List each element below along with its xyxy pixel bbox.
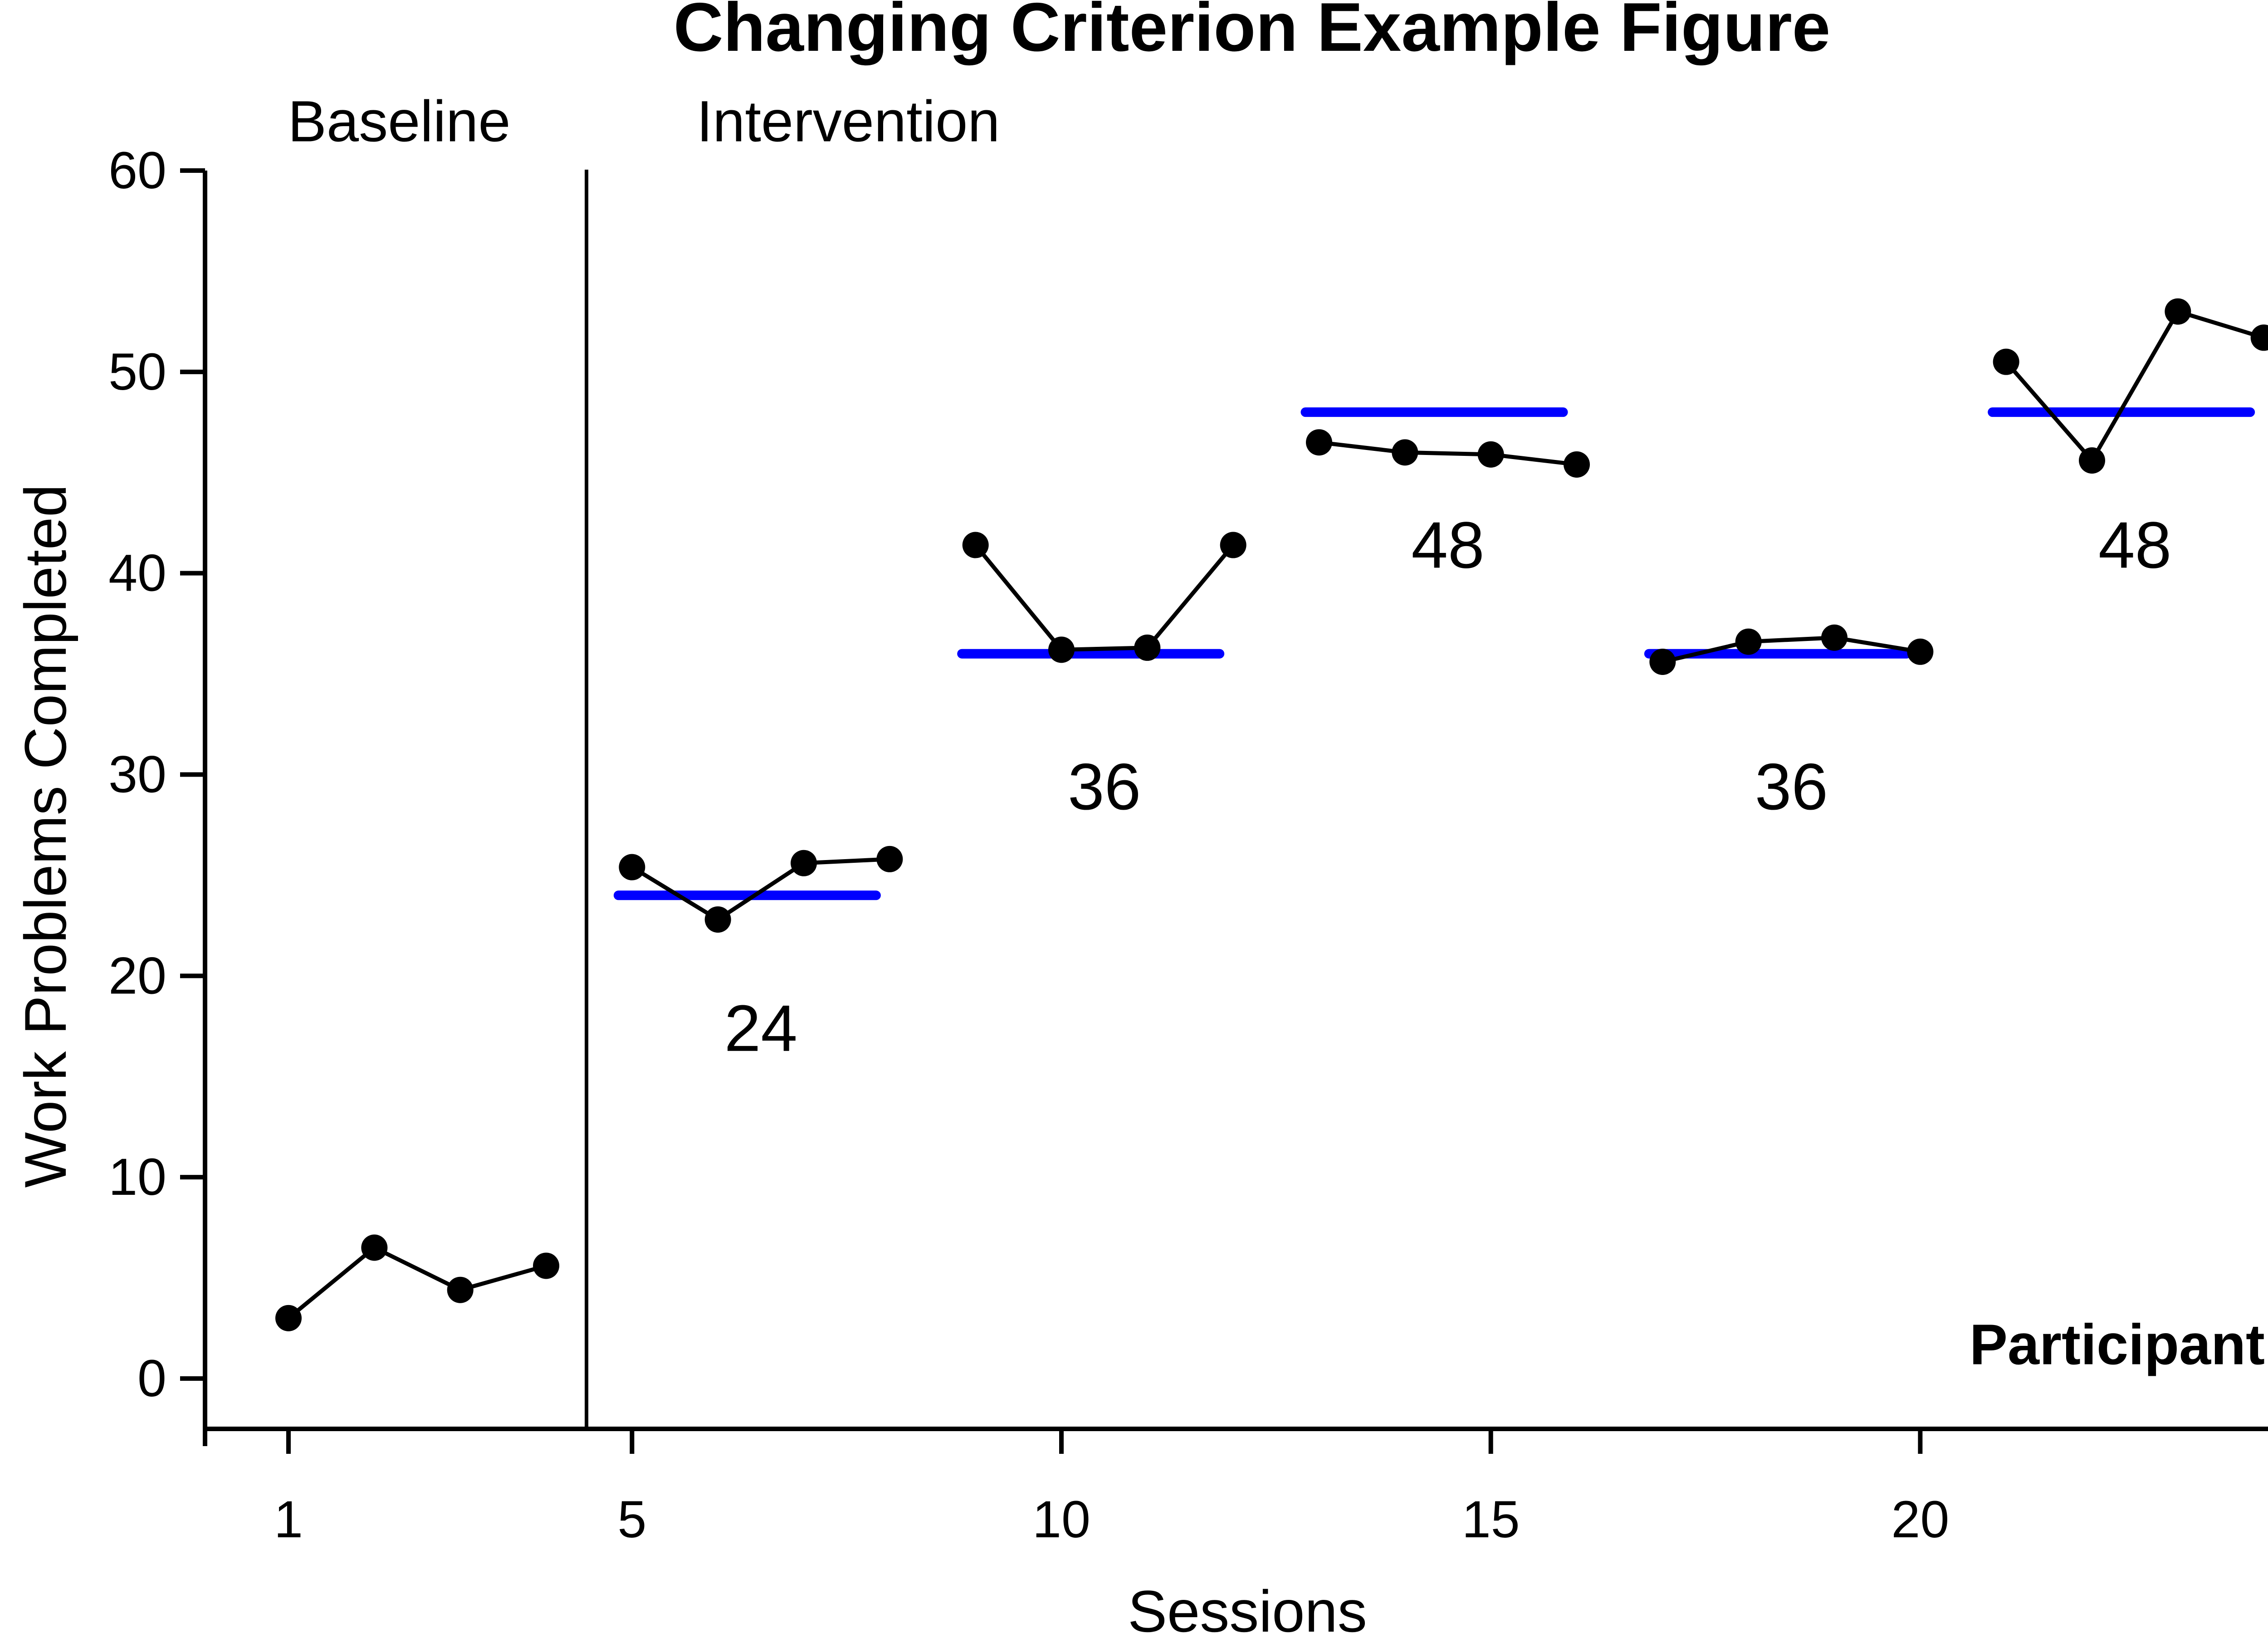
- chart-dynamic-layer: 010203040506015101520252436483648: [108, 142, 2268, 1549]
- data-point: [533, 1252, 559, 1279]
- data-point: [1563, 451, 1590, 478]
- x-tick-label: 5: [617, 1491, 646, 1549]
- y-tick-label: 10: [108, 1148, 166, 1206]
- y-tick-label: 0: [137, 1349, 166, 1408]
- x-tick-label: 15: [1462, 1491, 1520, 1549]
- criterion-label: 24: [724, 992, 797, 1065]
- data-point: [1220, 532, 1246, 558]
- y-tick-label: 50: [108, 343, 166, 401]
- data-segment-line: [287, 1245, 547, 1320]
- data-point: [447, 1276, 474, 1303]
- data-point: [275, 1305, 302, 1331]
- data-point: [962, 532, 989, 558]
- data-segment-line: [631, 857, 890, 922]
- criterion-label: 36: [1068, 750, 1141, 823]
- x-axis-title: Sessions: [1128, 1578, 1367, 1633]
- data-point: [1735, 628, 1762, 655]
- chart-title: Changing Criterion Example Figure: [674, 0, 1831, 66]
- data-segment-line: [2004, 309, 2264, 464]
- criterion-label: 48: [1411, 508, 1484, 582]
- baseline-phase-label: Baseline: [288, 89, 511, 154]
- data-point: [704, 906, 731, 933]
- data-segment-line: [1319, 440, 1577, 467]
- y-tick-label: 40: [108, 544, 166, 602]
- data-point: [1649, 648, 1676, 675]
- data-point: [1821, 624, 1848, 651]
- data-point: [1392, 439, 1418, 466]
- data-point: [1305, 429, 1332, 456]
- x-tick-label: 20: [1891, 1491, 1949, 1549]
- data-point: [876, 846, 903, 872]
- participant-annotation: Participant #1: [1970, 1313, 2268, 1377]
- x-tick-label: 10: [1032, 1491, 1090, 1549]
- data-point: [790, 850, 817, 876]
- y-axis-title: Work Problems Completed: [12, 484, 78, 1188]
- data-point: [2165, 298, 2191, 325]
- intervention-phase-label: Intervention: [697, 89, 1000, 154]
- y-tick-label: 20: [108, 947, 166, 1005]
- criterion-label: 48: [2098, 508, 2171, 582]
- data-point: [1907, 638, 1934, 665]
- data-point: [361, 1234, 388, 1261]
- x-tick-label: 1: [274, 1491, 303, 1549]
- data-point: [1134, 634, 1161, 661]
- data-point: [2078, 447, 2105, 474]
- data-point: [1993, 348, 2019, 375]
- data-point: [619, 854, 645, 880]
- y-tick-label: 30: [108, 746, 166, 804]
- data-point: [1048, 636, 1075, 663]
- y-tick-label: 60: [108, 142, 166, 200]
- criterion-label: 36: [1755, 750, 1828, 823]
- data-segment-line: [974, 543, 1235, 652]
- data-segment-line: [1662, 636, 1921, 664]
- data-point: [1477, 441, 1504, 468]
- data-point: [2250, 324, 2268, 351]
